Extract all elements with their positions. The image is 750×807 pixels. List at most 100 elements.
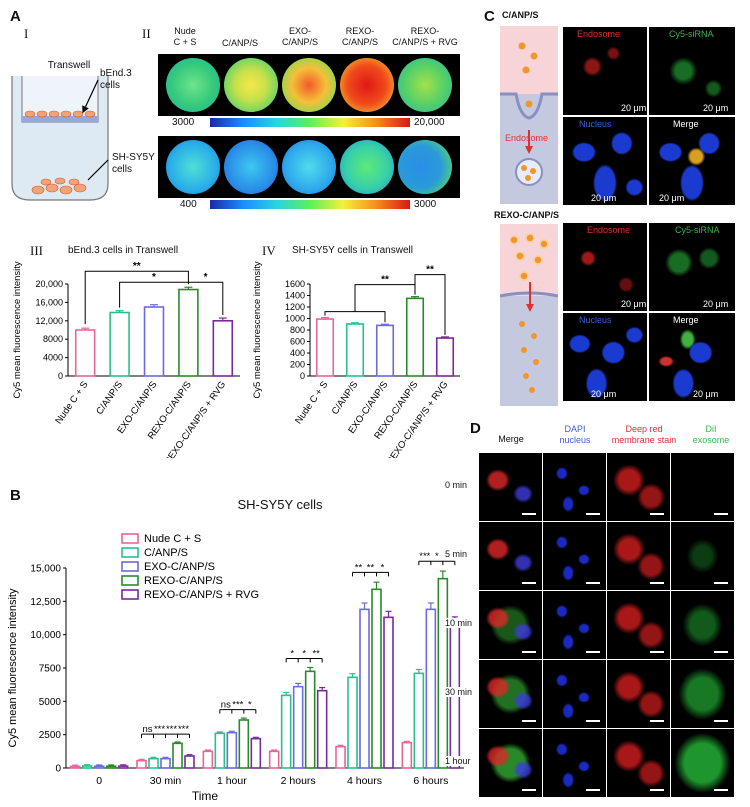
bar xyxy=(93,765,105,769)
x-tick-label: 30 min xyxy=(150,775,182,787)
scale-bar xyxy=(586,789,600,791)
scale-bar xyxy=(522,651,536,653)
y-tick-label: 1000 xyxy=(285,314,305,324)
panel-d-micrograph xyxy=(478,728,543,798)
scale-bar xyxy=(522,789,536,791)
x-tick-label: 0 xyxy=(96,775,102,787)
dish-strip-shsy5y xyxy=(158,136,460,198)
micro-c2-endosome-scale: 20 μm xyxy=(621,299,647,309)
legend-swatch xyxy=(121,575,139,586)
sig-label: ns xyxy=(221,700,231,711)
panel-d-micrograph xyxy=(606,452,671,522)
dish-bend3-nude xyxy=(166,58,220,112)
scale-bar xyxy=(714,651,728,653)
scale-bar xyxy=(650,651,664,653)
scale-bar xyxy=(586,582,600,584)
micro-c1-cy5: Cy5-siRNA 20 μm xyxy=(648,26,736,116)
panel-d-micrograph xyxy=(478,521,543,591)
x-tick-label: C/ANP/S xyxy=(330,379,361,416)
diagram-endosome-label: Endosome xyxy=(505,133,549,143)
panel-a-roman-2: II xyxy=(142,26,151,41)
panel-c-group1: C/ANP/S xyxy=(502,10,539,20)
chart-time-course: 0 2500 5000 7500 10,000 12,500 15,000 Cy5 mean … xyxy=(7,533,464,803)
bar xyxy=(425,608,437,769)
scale-bar xyxy=(586,651,600,653)
bar xyxy=(160,757,171,769)
scale-bar xyxy=(714,789,728,791)
micro-c1-merge: Merge 20 μm xyxy=(648,116,736,206)
y-tick-label: 0 xyxy=(300,371,305,381)
x-tick-label: REXO-C/ANP/S + RVG xyxy=(162,379,228,458)
y-tick-label: 8000 xyxy=(43,334,63,344)
panel-a-roman-4: IV xyxy=(262,243,276,258)
bar xyxy=(178,288,199,377)
dish-shsy5y-exo xyxy=(282,140,336,194)
bar xyxy=(74,329,96,377)
y-tick-label: 10,000 xyxy=(30,630,61,641)
panel-b-letter: B xyxy=(10,487,21,504)
sig-bracket xyxy=(84,270,189,325)
y-tick-label: 2500 xyxy=(39,730,62,741)
x-tick-label: 4 hours xyxy=(347,775,382,787)
dish-shsy5y-rexo xyxy=(340,140,394,194)
bar xyxy=(69,765,81,769)
x-tick-label: Nude C + S xyxy=(53,379,90,426)
dish-shsy5y-rexo-rvg xyxy=(398,140,452,194)
x-tick-label: 2 hours xyxy=(281,775,316,787)
sig-label: * xyxy=(435,551,439,562)
endocytosis-diagram-2 xyxy=(500,224,558,406)
bar xyxy=(401,741,413,769)
shsy5y-cells-label: SH-SY5Y cells xyxy=(112,152,155,175)
y-tick-label: 0 xyxy=(55,764,61,775)
micro-c2-cy5-scale: 20 μm xyxy=(703,299,729,309)
bar xyxy=(359,608,370,769)
sig-label: * xyxy=(204,272,208,283)
sig-bracket xyxy=(119,281,189,308)
y-tick-label: 5000 xyxy=(39,697,62,708)
panel-d-micrograph xyxy=(478,452,543,522)
panel-d-col-dil: DiI exosome xyxy=(692,424,730,445)
colorbar-bend3 xyxy=(210,118,410,127)
micro-c1-endosome-scale: 20 μm xyxy=(621,103,647,113)
col-header-canps: C/ANP/S xyxy=(221,38,258,48)
bar xyxy=(375,324,395,377)
panel-d-micrograph xyxy=(606,659,671,729)
bar xyxy=(214,732,226,769)
scale-bar xyxy=(650,513,664,515)
sig-label: * xyxy=(381,562,385,573)
bar xyxy=(238,719,250,769)
sig-label: *** xyxy=(154,724,165,735)
bar xyxy=(315,318,335,377)
transwell-diagram xyxy=(11,76,109,201)
bar xyxy=(117,765,129,769)
micro-c2-nucleus-scale: 20 μm xyxy=(591,389,617,399)
panel-d-micrograph xyxy=(478,590,543,660)
legend-swatch xyxy=(121,589,139,600)
y-tick-label: 7500 xyxy=(39,664,62,675)
sig-label: ** xyxy=(355,562,363,573)
chart4-title: SH-SY5Y cells in Transwell xyxy=(292,245,413,256)
sig-label: *** xyxy=(166,724,177,735)
transwell-label: Transwell xyxy=(47,60,91,71)
bar xyxy=(280,694,292,769)
legend-swatch xyxy=(121,533,139,544)
micro-c1-endosome: Endosome 20 μm xyxy=(562,26,648,116)
dish-bend3-rexo-rvg xyxy=(398,58,452,112)
panel-d-micrograph xyxy=(670,521,735,591)
panel-d-micrograph xyxy=(606,521,671,591)
colorbar-bend3-max: 20,000 xyxy=(414,117,445,128)
panel-d-micrograph xyxy=(670,452,735,522)
panel-d-row-label: 0 min xyxy=(443,480,470,490)
sig-label: * xyxy=(248,700,252,711)
micro-c2-endosome-label: Endosome xyxy=(587,225,631,235)
bar xyxy=(345,323,365,377)
panel-d-micrograph xyxy=(670,728,735,798)
sig-label: *** xyxy=(419,551,430,562)
col-header-rexo: REXO- C/ANP/S xyxy=(341,26,378,47)
bar xyxy=(371,588,382,769)
micro-c2-merge: Merge 20 μm xyxy=(648,312,736,402)
y-tick-label: 4000 xyxy=(43,353,63,363)
sig-label: * xyxy=(302,649,306,660)
bar xyxy=(202,750,214,769)
